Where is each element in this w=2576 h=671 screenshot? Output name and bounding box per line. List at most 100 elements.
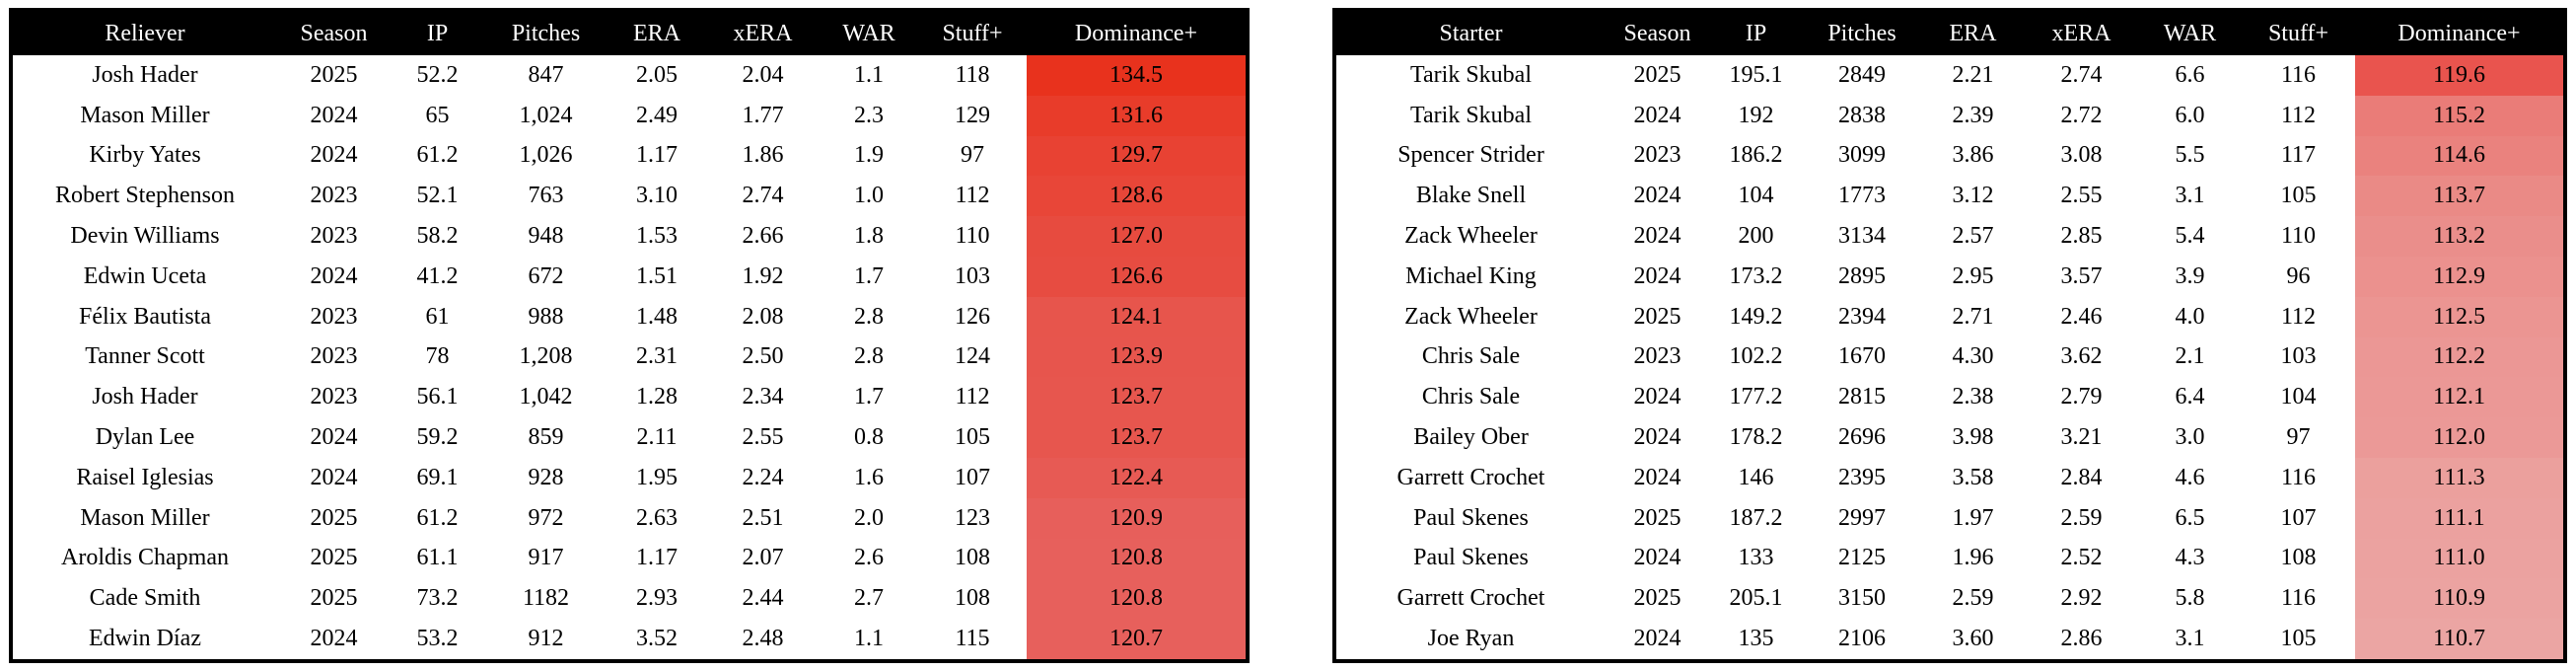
table-cell: 5.4 <box>2175 223 2205 250</box>
table-cell: 4.3 <box>2175 545 2205 571</box>
table-cell: 129 <box>955 102 990 128</box>
table-row: Cade Smith 2025 73.2 1182 2.93 2.44 2.7 108 120.… <box>11 578 1248 620</box>
table-cell: 104 <box>2280 384 2317 410</box>
dominance-cell: 111.1 <box>2355 497 2565 539</box>
table-cell: 73.2 <box>416 585 459 612</box>
table-cell: 173.2 <box>1729 262 1783 289</box>
table-row: Josh Hader 2025 52.2 847 2.05 2.04 1.1 118 134.5 <box>11 55 1248 96</box>
table-cell: 1.0 <box>854 183 884 209</box>
table-cell: Paul Skenes <box>1413 504 1529 531</box>
relievers-table: Reliever Season IP Pitches ERA xERA WAR Stuff+ D… <box>9 8 1250 663</box>
table-cell: Edwin Uceta <box>83 262 207 289</box>
table-cell: 3.08 <box>2060 142 2103 169</box>
table-cell: 2125 <box>1838 545 1886 571</box>
table-cell: 105 <box>2280 183 2317 209</box>
table-cell: 0.8 <box>854 424 884 451</box>
table-cell: 3.98 <box>1952 424 1994 451</box>
column-header: Stuff+ <box>2242 10 2355 55</box>
table-cell: 1.8 <box>854 223 884 250</box>
table-cell: Robert Stephenson <box>55 183 235 209</box>
table-cell: 2023 <box>310 343 358 370</box>
table-row: Devin Williams 2023 58.2 948 1.53 2.66 1.8 110 1… <box>11 216 1248 257</box>
table-cell: 2024 <box>1633 262 1682 289</box>
dominance-cell: 111.3 <box>2355 457 2565 498</box>
dominance-cell: 129.7 <box>1027 135 1248 177</box>
table-cell: 112 <box>2280 102 2317 128</box>
table-cell: 2023 <box>1633 343 1682 370</box>
table-cell: 2.51 <box>742 504 784 531</box>
table-cell: Devin Williams <box>70 223 220 250</box>
table-cell: Dylan Lee <box>95 424 195 451</box>
table-cell: 117 <box>2280 142 2317 169</box>
table-cell: 61 <box>425 303 450 330</box>
table-cell: Joe Ryan <box>1427 626 1515 652</box>
table-cell: 102.2 <box>1729 343 1783 370</box>
table-cell: 859 <box>528 424 564 451</box>
table-cell: 1.51 <box>636 262 678 289</box>
table-cell: 763 <box>528 183 564 209</box>
table-row: Tanner Scott 2023 78 1,208 2.31 2.50 2.8 124 123… <box>11 336 1248 378</box>
table-cell: 108 <box>955 585 990 612</box>
table-cell: 108 <box>955 545 990 571</box>
table-cell: 110 <box>2280 223 2317 250</box>
table-cell: 112 <box>2280 303 2317 330</box>
dominance-cell: 114.6 <box>2355 135 2565 177</box>
table-cell: 115 <box>955 626 990 652</box>
table-row: Paul Skenes 2024 133 2125 1.96 2.52 4.3 108 111.… <box>1334 538 2565 579</box>
table-cell: 187.2 <box>1729 504 1783 531</box>
table-cell: 59.2 <box>416 424 459 451</box>
table-row: Tarik Skubal 2025 195.1 2849 2.21 2.74 6.6 116 1… <box>1334 55 2565 96</box>
column-header: Season <box>277 10 391 55</box>
table-cell: 2.63 <box>636 504 678 531</box>
table-cell: 2025 <box>310 504 358 531</box>
table-cell: 126 <box>955 303 990 330</box>
column-header: Reliever <box>11 10 277 55</box>
table-row: Blake Snell 2024 104 1773 3.12 2.55 3.1 105 113.… <box>1334 176 2565 217</box>
table-cell: Spencer Strider <box>1397 142 1544 169</box>
table-row: Joe Ryan 2024 135 2106 3.60 2.86 3.1 105 110.7 <box>1334 619 2565 661</box>
dominance-cell: 115.2 <box>2355 95 2565 136</box>
dominance-cell: 126.6 <box>1027 256 1248 297</box>
table-row: Zack Wheeler 2024 200 3134 2.57 2.85 5.4 110 113… <box>1334 216 2565 257</box>
table-row: Mason Miller 2025 61.2 972 2.63 2.51 2.0 123 120… <box>11 497 1248 539</box>
table-cell: 2.24 <box>742 464 784 490</box>
table-cell: 2.55 <box>742 424 784 451</box>
table-cell: 2024 <box>1633 424 1682 451</box>
table-row: Edwin Uceta 2024 41.2 672 1.51 1.92 1.7 103 126.… <box>11 256 1248 297</box>
table-cell: 2.31 <box>636 343 678 370</box>
dominance-cell: 112.1 <box>2355 377 2565 418</box>
table-cell: Kirby Yates <box>89 142 201 169</box>
table-cell: 2.34 <box>742 384 784 410</box>
dominance-cell: 120.8 <box>1027 578 1248 620</box>
table-cell: 105 <box>955 424 990 451</box>
table-cell: Raisel Iglesias <box>76 464 214 490</box>
table-cell: 2024 <box>1633 464 1682 490</box>
dominance-cell: 131.6 <box>1027 95 1248 136</box>
table-row: Robert Stephenson 2023 52.1 763 3.10 2.74 1.0 1… <box>11 176 1248 217</box>
column-header: Stuff+ <box>918 10 1027 55</box>
table-cell: 200 <box>1738 223 1774 250</box>
table-cell: 41.2 <box>416 262 459 289</box>
table-cell: 2024 <box>1633 545 1682 571</box>
table-row: Aroldis Chapman 2025 61.1 917 1.17 2.07 2.6 108… <box>11 538 1248 579</box>
dominance-cell: 119.6 <box>2355 55 2565 96</box>
table-cell: 1.7 <box>854 262 884 289</box>
dominance-cell: 123.7 <box>1027 377 1248 418</box>
table-cell: 2024 <box>1633 223 1682 250</box>
column-header: Starter <box>1334 10 1606 55</box>
table-row: Zack Wheeler 2025 149.2 2394 2.71 2.46 4.0 112 1… <box>1334 296 2565 337</box>
table-cell: 672 <box>528 262 564 289</box>
column-header: IP <box>1709 10 1803 55</box>
table-row: Tarik Skubal 2024 192 2838 2.39 2.72 6.0 112 115… <box>1334 95 2565 136</box>
table-row: Josh Hader 2023 56.1 1,042 1.28 2.34 1.7 112 123… <box>11 377 1248 418</box>
table-cell: Zack Wheeler <box>1404 223 1538 250</box>
table-cell: 2025 <box>1633 61 1682 88</box>
column-header: Pitches <box>484 10 608 55</box>
table-cell: 1.96 <box>1952 545 1994 571</box>
table-cell: Garrett Crochet <box>1396 464 1545 490</box>
table-cell: 2815 <box>1838 384 1886 410</box>
table-cell: Blake Snell <box>1415 183 1527 209</box>
table-cell: 1.86 <box>742 142 784 169</box>
table-cell: 1.48 <box>636 303 678 330</box>
table-cell: 3150 <box>1838 585 1886 612</box>
